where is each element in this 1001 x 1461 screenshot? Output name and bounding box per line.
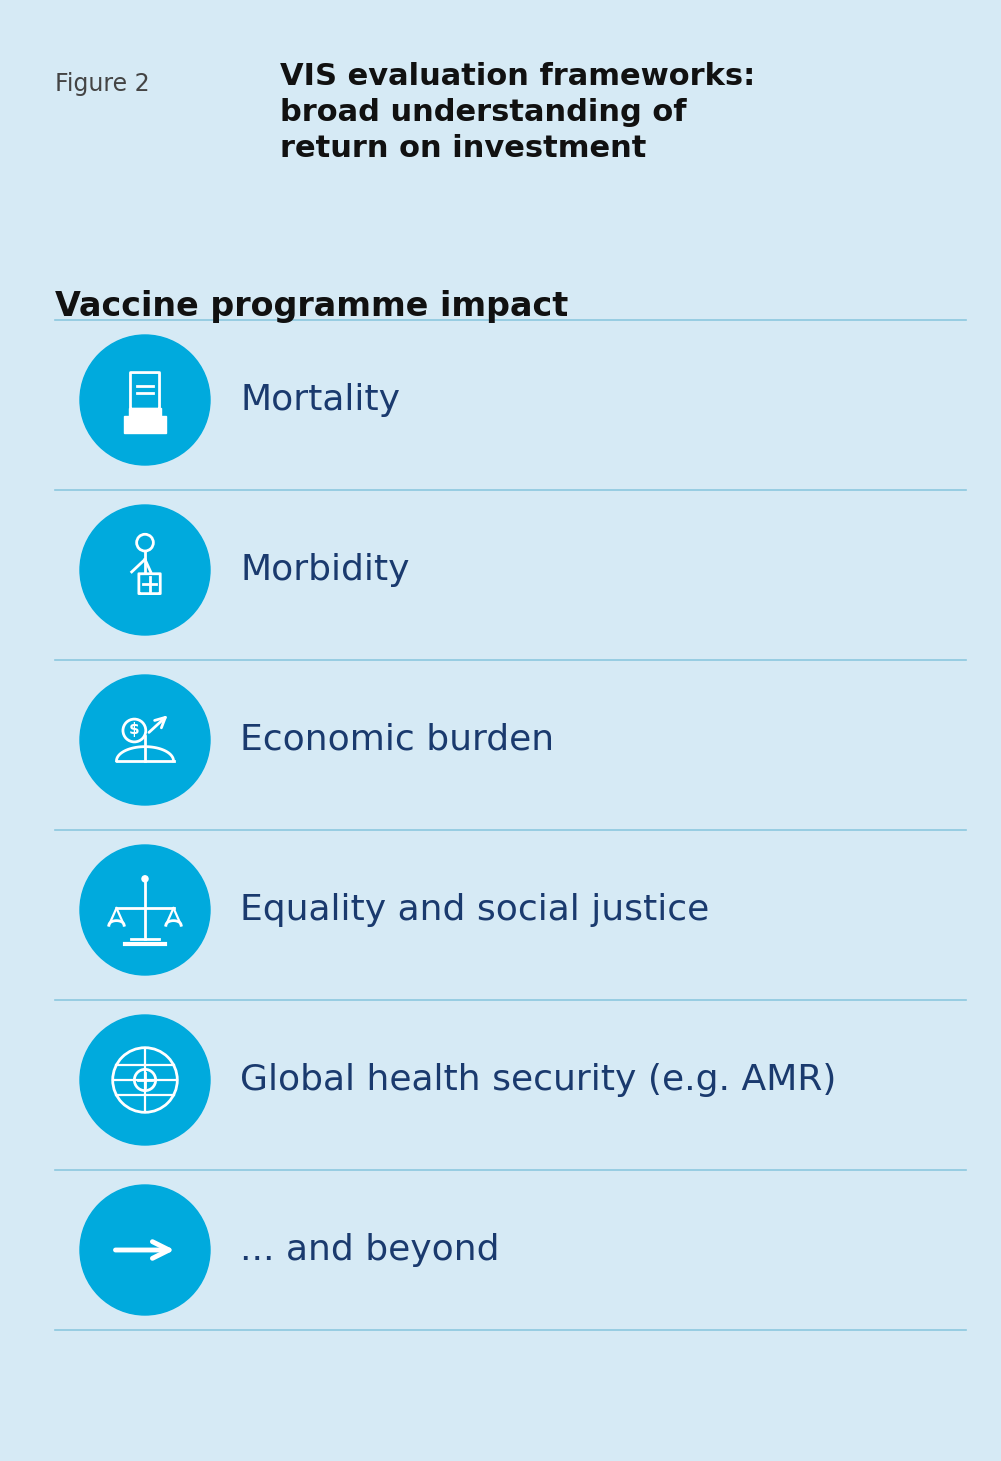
Circle shape xyxy=(142,875,148,882)
Text: Global health security (e.g. AMR): Global health security (e.g. AMR) xyxy=(240,1064,837,1097)
Ellipse shape xyxy=(80,1015,210,1145)
Bar xyxy=(124,416,166,432)
Bar xyxy=(129,409,161,416)
Text: Vaccine programme impact: Vaccine programme impact xyxy=(55,289,569,323)
Ellipse shape xyxy=(80,335,210,465)
Ellipse shape xyxy=(80,844,210,974)
Text: Economic burden: Economic burden xyxy=(240,723,555,757)
Text: $: $ xyxy=(129,722,140,736)
Text: VIS evaluation frameworks:
broad understanding of
return on investment: VIS evaluation frameworks: broad underst… xyxy=(280,61,755,162)
Text: Figure 2: Figure 2 xyxy=(55,72,149,96)
Text: Equality and social justice: Equality and social justice xyxy=(240,893,710,926)
Text: ... and beyond: ... and beyond xyxy=(240,1233,499,1267)
Ellipse shape xyxy=(80,675,210,805)
Text: Morbidity: Morbidity xyxy=(240,554,409,587)
Ellipse shape xyxy=(80,506,210,636)
Text: Mortality: Mortality xyxy=(240,383,400,416)
Ellipse shape xyxy=(80,1185,210,1315)
